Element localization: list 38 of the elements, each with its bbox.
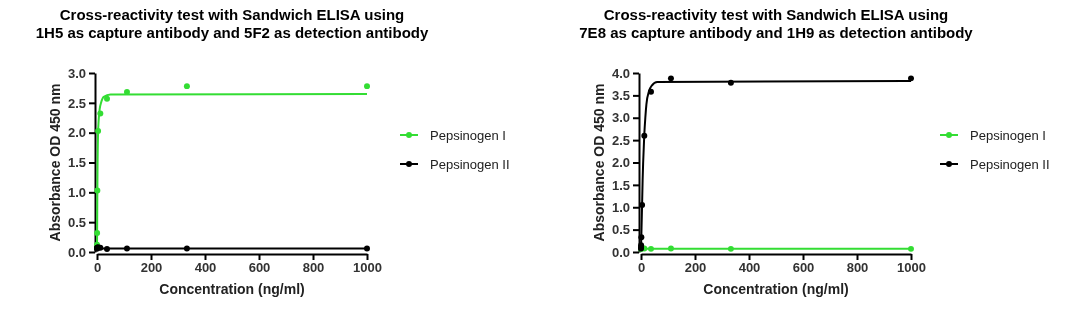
x-tick-label: 800 xyxy=(846,260,869,276)
y-tick-label: 3.5 xyxy=(611,88,630,104)
x-tick-label: 800 xyxy=(302,260,325,276)
y-tick-label: 2.0 xyxy=(67,125,86,141)
x-axis-title: Concentration (ng/ml) xyxy=(159,281,305,297)
y-tick-label: 0.5 xyxy=(67,214,86,230)
chart-title: Cross-reactivity test with Sandwich ELISA using 1H5 as capture antibody and 5F2 as detection antibody xyxy=(35,6,429,41)
y-tick-label: 1.0 xyxy=(611,199,630,215)
x-tick-label: 1000 xyxy=(353,260,382,276)
y-axis-title: Absorbance OD 450 nm xyxy=(47,83,63,242)
x-tick-label: 400 xyxy=(194,260,217,276)
y-tick-label: 1.5 xyxy=(611,177,630,193)
y-tick-label: 0.0 xyxy=(611,244,630,260)
y-tick-label: 3.0 xyxy=(611,110,630,126)
legend-label: Pepsinogen II xyxy=(970,157,1050,172)
x-tick-label: 200 xyxy=(684,260,707,276)
x-tick-label: 400 xyxy=(738,260,761,276)
x-tick-label: 1000 xyxy=(897,260,926,276)
legend-label: Pepsinogen I xyxy=(970,128,1046,143)
chart-title: Cross-reactivity test with Sandwich ELISA using 7E8 as capture antibody and 1H9 as detection antibody xyxy=(579,6,974,41)
y-tick-label: 4.0 xyxy=(611,65,630,81)
x-tick-label: 200 xyxy=(140,260,163,276)
legend-label: Pepsinogen II xyxy=(430,157,510,172)
legend-label: Pepsinogen I xyxy=(430,128,506,143)
y-tick-label: 2.5 xyxy=(67,95,86,111)
y-axis-title: Absorbance OD 450 nm xyxy=(591,83,607,242)
y-tick-label: 2.5 xyxy=(611,132,630,148)
x-tick-label: 0 xyxy=(637,260,646,276)
y-tick-label: 1.0 xyxy=(67,184,86,200)
x-tick-label: 0 xyxy=(93,260,102,276)
x-tick-label: 600 xyxy=(792,260,815,276)
y-tick-label: 0.5 xyxy=(611,222,630,238)
y-tick-label: 0.0 xyxy=(67,244,86,260)
x-tick-label: 600 xyxy=(248,260,271,276)
y-tick-label: 3.0 xyxy=(67,65,86,81)
y-tick-label: 2.0 xyxy=(611,155,630,171)
x-axis-title: Concentration (ng/ml) xyxy=(703,281,849,297)
y-tick-label: 1.5 xyxy=(67,155,86,171)
